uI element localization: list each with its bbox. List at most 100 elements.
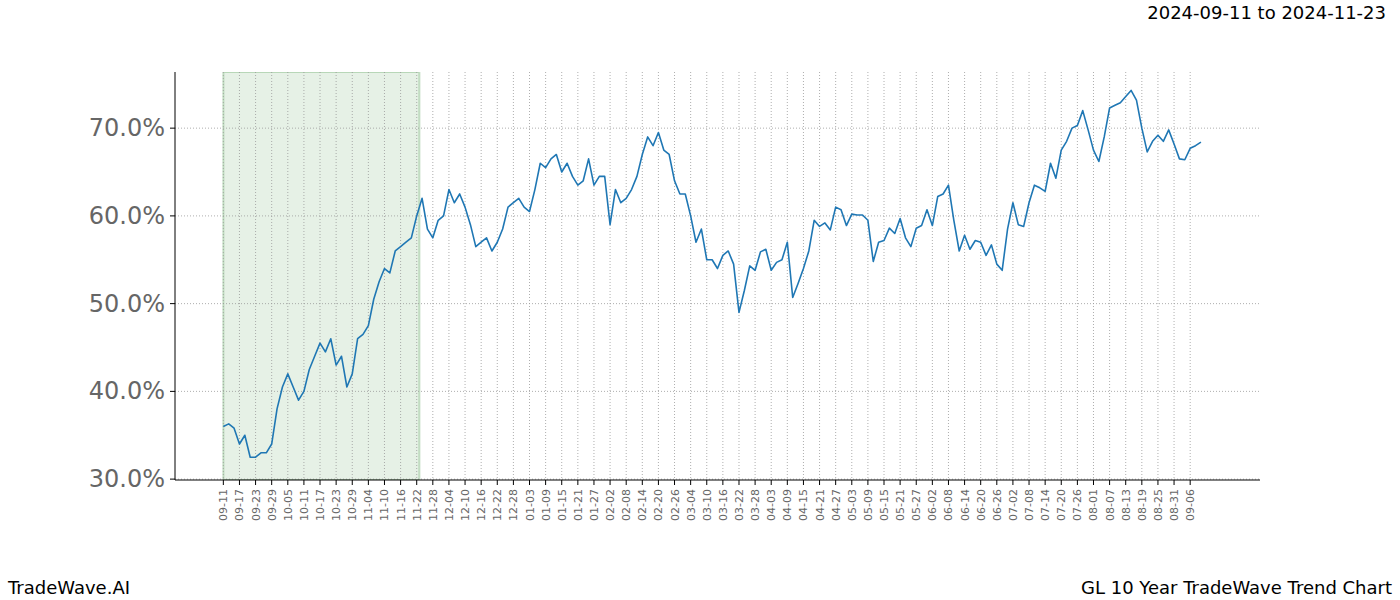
x-grid-line	[1109, 72, 1110, 480]
x-tick-label: 07-08	[1023, 489, 1036, 521]
x-tick	[400, 480, 401, 485]
x-tick-label: 08-07	[1104, 489, 1117, 521]
x-tick-label: 06-02	[926, 489, 939, 521]
x-grid-line	[916, 72, 917, 480]
x-grid-line	[1077, 72, 1078, 480]
x-tick-label: 04-15	[797, 489, 810, 521]
x-tick	[255, 480, 256, 485]
x-tick-label: 09-11	[217, 489, 230, 521]
trend-line	[223, 90, 1201, 457]
y-tick	[170, 128, 175, 129]
x-grid-line	[497, 72, 498, 480]
x-tick-label: 11-10	[378, 489, 391, 521]
x-tick-label: 08-25	[1152, 489, 1165, 521]
x-grid-line	[706, 72, 707, 480]
x-tick-label: 09-17	[233, 489, 246, 521]
x-tick	[1174, 480, 1175, 485]
x-tick-label: 03-22	[733, 489, 746, 521]
x-tick	[706, 480, 707, 485]
x-tick-label: 01-27	[588, 489, 601, 521]
x-tick	[416, 480, 417, 485]
x-grid-line	[1012, 72, 1013, 480]
x-tick-label: 12-28	[507, 489, 520, 521]
x-tick-label: 01-03	[524, 489, 537, 521]
x-tick-label: 07-14	[1039, 489, 1052, 521]
x-tick-label: 04-21	[814, 489, 827, 521]
x-tick-label: 03-28	[749, 489, 762, 521]
x-tick	[529, 480, 530, 485]
x-grid-line	[674, 72, 675, 480]
y-axis-line	[175, 72, 176, 480]
x-grid-line	[529, 72, 530, 480]
x-tick	[626, 480, 627, 485]
x-tick	[336, 480, 337, 485]
x-tick	[271, 480, 272, 485]
y-tick-label: 60.0%	[89, 202, 165, 230]
x-tick-label: 09-06	[1184, 489, 1197, 521]
x-grid-line	[1190, 72, 1191, 480]
x-tick	[481, 480, 482, 485]
x-tick	[368, 480, 369, 485]
x-grid-line	[884, 72, 885, 480]
footer-right: GL 10 Year TradeWave Trend Chart	[1081, 577, 1392, 598]
x-tick	[787, 480, 788, 485]
x-tick	[819, 480, 820, 485]
x-tick	[803, 480, 804, 485]
x-tick-label: 11-28	[427, 489, 440, 521]
x-grid-line	[787, 72, 788, 480]
y-tick-label: 50.0%	[89, 290, 165, 318]
y-tick-label: 70.0%	[89, 114, 165, 142]
x-tick	[1157, 480, 1158, 485]
highlight-group	[223, 72, 419, 480]
x-tick	[674, 480, 675, 485]
x-grid-line	[867, 72, 868, 480]
x-tick-label: 02-02	[604, 489, 617, 521]
x-grid-line	[996, 72, 997, 480]
x-tick-label: 10-17	[314, 489, 327, 521]
x-grid-line	[255, 72, 256, 480]
x-tick	[448, 480, 449, 485]
x-tick	[851, 480, 852, 485]
x-grid-line	[690, 72, 691, 480]
x-tick-label: 01-21	[572, 489, 585, 521]
x-axis-line	[175, 480, 1260, 481]
y-tick-label: 40.0%	[89, 377, 165, 405]
x-grid-line	[932, 72, 933, 480]
footer-left: TradeWave.AI	[7, 577, 130, 598]
x-tick-label: 02-08	[620, 489, 633, 521]
y-tick	[170, 303, 175, 304]
x-tick	[996, 480, 997, 485]
y-grid-line	[175, 479, 1260, 480]
x-tick-label: 06-20	[975, 489, 988, 521]
x-tick-label: 09-29	[266, 489, 279, 521]
x-tick-label: 04-09	[781, 489, 794, 521]
chart: 30.0%40.0%50.0%60.0%70.0%09-1109-1709-23…	[0, 0, 1400, 600]
x-tick-label: 06-14	[959, 489, 972, 521]
y-grid-line	[175, 128, 1260, 129]
x-grid-line	[1157, 72, 1158, 480]
x-tick	[303, 480, 304, 485]
x-tick-label: 05-15	[878, 489, 891, 521]
x-tick	[658, 480, 659, 485]
x-grid-line	[223, 72, 224, 480]
x-tick	[593, 480, 594, 485]
x-tick	[980, 480, 981, 485]
x-tick	[239, 480, 240, 485]
x-grid-line	[819, 72, 820, 480]
x-tick	[1190, 480, 1191, 485]
y-tick	[170, 479, 175, 480]
x-tick-label: 07-02	[1007, 489, 1020, 521]
x-tick	[1061, 480, 1062, 485]
x-tick	[964, 480, 965, 485]
x-tick-label: 04-27	[830, 489, 843, 521]
x-grid-line	[948, 72, 949, 480]
series-group	[223, 90, 1201, 457]
x-grid-line	[610, 72, 611, 480]
x-tick-label: 10-23	[330, 489, 343, 521]
x-tick-label: 03-16	[717, 489, 730, 521]
x-grid-line	[239, 72, 240, 480]
x-tick-label: 03-04	[685, 489, 698, 521]
x-tick-label: 02-14	[636, 489, 649, 521]
x-tick	[932, 480, 933, 485]
x-tick-label: 11-22	[411, 489, 424, 521]
